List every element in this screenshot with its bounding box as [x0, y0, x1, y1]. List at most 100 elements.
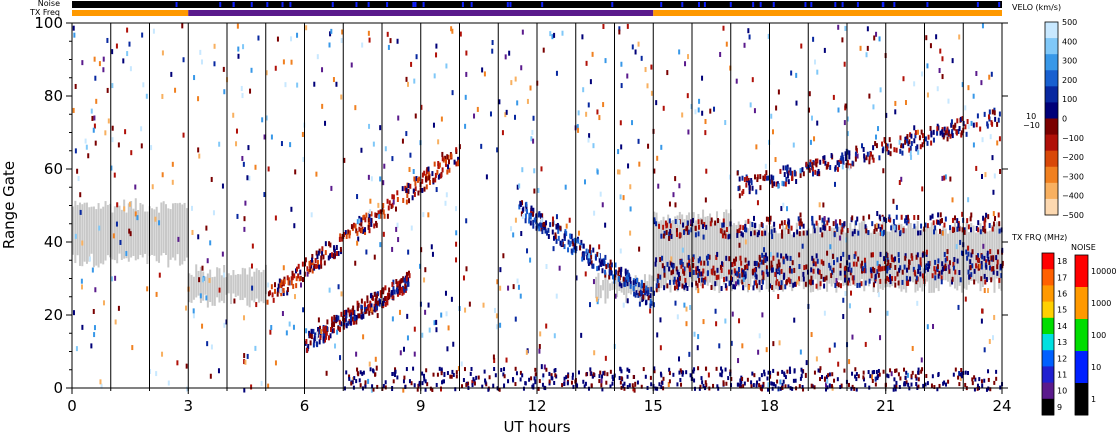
noise-tick — [422, 2, 425, 7]
near-range-echo — [855, 372, 858, 377]
velocity-swatch — [1045, 86, 1058, 103]
scatter-echo — [270, 325, 273, 331]
near-range-echo — [591, 374, 594, 379]
near-range-echo — [960, 367, 963, 372]
velocity-echo — [935, 219, 938, 225]
ground-scatter-column — [763, 228, 766, 281]
near-range-echo — [462, 378, 465, 383]
velocity-echo — [824, 160, 827, 166]
velocity-echo — [742, 225, 745, 231]
ground-scatter-column — [802, 234, 805, 290]
velocity-echo — [867, 230, 870, 236]
noise-tick — [461, 2, 464, 7]
near-range-echo — [893, 377, 896, 382]
velocity-echo — [736, 271, 739, 277]
velocity-echo — [926, 266, 929, 272]
velocity-echo — [727, 269, 730, 275]
ground-scatter-column — [81, 204, 84, 267]
scatter-echo — [93, 332, 96, 338]
velocity-echo — [795, 178, 798, 184]
velocity-echo — [425, 184, 428, 190]
scatter-echo — [920, 357, 923, 363]
velocity-echo — [803, 265, 806, 271]
velocity-echo — [537, 223, 540, 229]
velocity-echo — [767, 216, 770, 222]
velocity-echo — [907, 264, 910, 270]
ground-scatter-column — [821, 221, 824, 282]
ground-scatter-column — [865, 226, 868, 283]
scatter-echo — [122, 58, 125, 64]
scatter-echo — [689, 304, 692, 310]
velocity-echo — [839, 158, 842, 164]
txfreq-swatch — [1042, 334, 1054, 351]
scatter-echo — [91, 267, 94, 273]
ground-scatter-column — [774, 230, 777, 290]
velocity-echo — [557, 228, 560, 234]
velocity-echo — [683, 230, 686, 236]
near-range-echo — [424, 379, 427, 384]
velocity-echo — [698, 256, 701, 262]
velocity-echo — [709, 221, 712, 227]
near-range-echo — [786, 369, 789, 374]
near-range-echo — [922, 383, 925, 388]
near-range-echo — [565, 375, 568, 380]
velocity-echo — [561, 238, 564, 244]
scatter-echo — [293, 223, 296, 229]
scatter-echo — [983, 288, 986, 294]
scatter-echo — [970, 120, 973, 126]
near-range-echo — [777, 371, 780, 376]
velocity-echo — [980, 264, 983, 270]
noise-swatch — [1075, 255, 1088, 288]
velocity-echo — [941, 129, 944, 135]
velocity-echo — [734, 284, 737, 290]
scatter-echo — [679, 232, 682, 238]
scatter-echo — [718, 343, 721, 349]
velocity-echo — [883, 138, 886, 144]
velocity-echo — [790, 268, 793, 274]
ground-scatter-column — [720, 222, 723, 279]
scatter-echo — [577, 230, 580, 236]
scatter-echo — [672, 192, 675, 198]
near-range-echo — [680, 370, 683, 375]
velocity-echo — [906, 138, 909, 144]
velocity-echo — [917, 264, 920, 270]
scatter-echo — [697, 288, 700, 294]
velocity-echo — [837, 282, 840, 288]
scatter-echo — [921, 186, 924, 192]
noise-tick-label: 10000 — [1091, 267, 1116, 276]
scatter-echo — [701, 110, 704, 116]
velocity-echo — [988, 259, 991, 265]
velocity-echo — [444, 159, 447, 165]
velocity-echo — [977, 220, 980, 226]
velocity-echo — [796, 229, 799, 235]
velocity-echo — [852, 261, 855, 267]
noise-swatch — [1075, 383, 1088, 416]
near-range-echo — [356, 367, 359, 372]
velocity-echo — [405, 187, 408, 193]
scatter-echo — [378, 214, 381, 220]
scatter-echo — [886, 310, 889, 316]
scatter-echo — [473, 113, 476, 119]
velocity-echo — [695, 280, 698, 286]
velocity-echo — [821, 232, 824, 238]
velocity-echo — [725, 227, 728, 233]
velocity-echo — [863, 153, 866, 159]
velocity-echo — [941, 261, 944, 267]
velocity-echo — [267, 291, 270, 297]
velocity-echo — [780, 253, 783, 259]
velocity-echo — [836, 226, 839, 232]
velocity-echo — [762, 259, 765, 265]
velocity-echo — [379, 213, 382, 219]
velocity-echo — [370, 303, 373, 309]
scatter-echo — [941, 266, 944, 272]
scatter-echo — [236, 213, 239, 219]
velocity-echo — [877, 266, 880, 272]
velocity-echo — [913, 138, 916, 144]
scatter-echo — [618, 29, 621, 35]
scatter-echo — [627, 163, 630, 169]
velocity-echo — [939, 130, 942, 136]
near-range-echo — [882, 369, 885, 374]
velocity-echo — [323, 330, 326, 336]
scatter-echo — [618, 26, 621, 32]
